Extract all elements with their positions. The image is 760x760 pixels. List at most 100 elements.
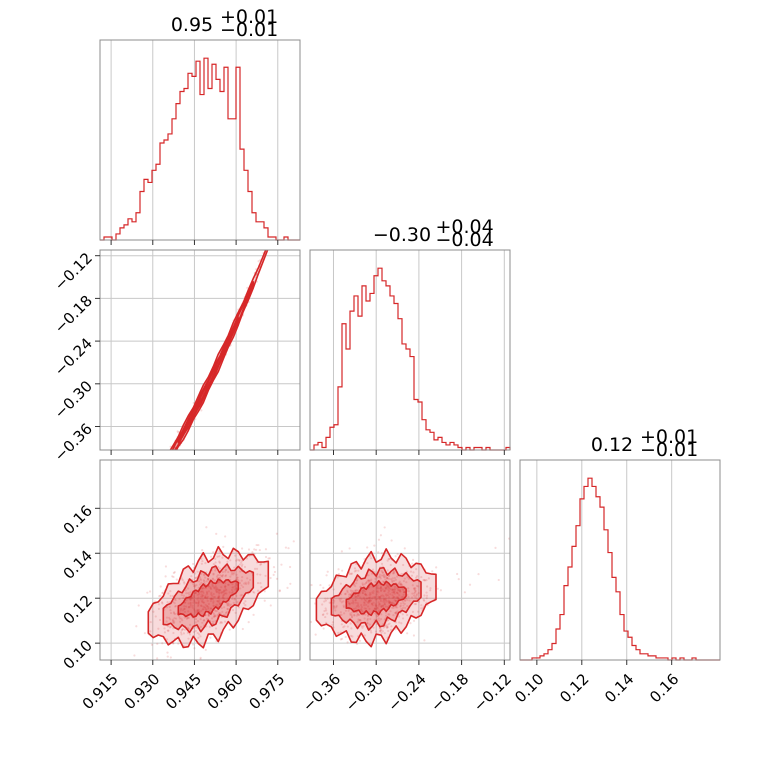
sample-point xyxy=(396,591,399,594)
sample-point xyxy=(202,601,206,604)
sample-point xyxy=(378,609,381,612)
sample-point xyxy=(180,617,183,620)
sample-point xyxy=(195,584,198,587)
sample-point xyxy=(364,593,367,596)
sample-point xyxy=(385,624,388,627)
sample-point xyxy=(429,589,432,592)
sample-point xyxy=(169,461,171,463)
sample-point xyxy=(242,585,245,589)
sample-point xyxy=(399,604,402,607)
sample-point xyxy=(216,613,219,617)
sample-point xyxy=(278,216,280,218)
x-tick-label: 0.930 xyxy=(120,670,163,713)
sample-point xyxy=(380,605,383,608)
sample-point xyxy=(211,598,215,601)
sample-point xyxy=(170,452,172,454)
sample-point xyxy=(386,569,389,572)
y-tick-label: 0.12 xyxy=(60,591,96,627)
sample-point xyxy=(383,590,386,593)
sample-point xyxy=(96,562,98,564)
sample-point xyxy=(386,577,389,580)
contour-level-1 xyxy=(169,250,269,450)
sample-point xyxy=(383,589,386,593)
sample-point xyxy=(187,592,190,595)
sample-point xyxy=(223,620,227,623)
sample-point xyxy=(331,623,334,626)
sample-point xyxy=(363,617,366,620)
sample-point xyxy=(166,655,169,658)
sample-point xyxy=(387,577,391,581)
sample-point xyxy=(374,595,377,599)
sample-point xyxy=(269,604,272,607)
sample-point xyxy=(405,581,408,584)
sample-point xyxy=(222,594,225,597)
sample-point xyxy=(415,593,419,596)
sample-point xyxy=(389,600,392,603)
sample-point xyxy=(148,590,152,593)
sample-point xyxy=(199,625,203,629)
sample-point xyxy=(244,600,247,603)
sample-point xyxy=(363,634,366,637)
sample-point xyxy=(185,617,189,620)
sample-point xyxy=(360,625,363,628)
sample-point xyxy=(201,598,205,601)
sample-point xyxy=(221,610,224,613)
sample-point xyxy=(387,596,391,599)
sample-point xyxy=(346,600,350,603)
sample-point xyxy=(275,231,277,233)
sample-point xyxy=(425,591,428,594)
sample-point xyxy=(137,604,140,607)
sample-point xyxy=(409,570,413,573)
sample-point xyxy=(96,653,98,655)
sample-point xyxy=(227,570,230,574)
sample-point xyxy=(194,618,197,621)
sample-point xyxy=(382,595,385,598)
x-ticks: 0.10 0.12 0.14 0.16 xyxy=(511,660,682,706)
sample-point xyxy=(224,611,228,615)
sample-point xyxy=(378,619,381,622)
sample-point xyxy=(214,614,217,617)
x-ticks: −0.36−0.30−0.24−0.18−0.12 xyxy=(299,660,515,715)
sample-point xyxy=(333,605,336,609)
sample-point xyxy=(350,611,354,614)
sample-point xyxy=(226,607,229,610)
sample-point xyxy=(409,622,412,625)
sample-point xyxy=(243,565,247,569)
sample-point xyxy=(400,583,403,586)
sample-point xyxy=(200,409,203,412)
sample-point xyxy=(172,454,174,456)
sample-point xyxy=(381,630,384,633)
sample-point xyxy=(284,546,288,549)
sample-point xyxy=(387,585,390,588)
sample-point xyxy=(231,597,234,601)
sample-point xyxy=(228,591,231,594)
sample-point xyxy=(155,478,157,480)
sample-point xyxy=(264,548,268,551)
sample-point xyxy=(207,577,210,580)
sample-point xyxy=(349,572,353,575)
grid-lines xyxy=(110,40,279,240)
sample-point xyxy=(193,647,196,650)
sample-point xyxy=(346,591,349,594)
sample-point xyxy=(169,664,171,666)
sample-point xyxy=(402,589,405,592)
x-tick-label: 0.10 xyxy=(511,670,547,706)
contour-level-3 xyxy=(177,578,240,618)
sample-point xyxy=(205,596,208,599)
sample-point xyxy=(403,577,406,580)
sample-point xyxy=(414,603,418,606)
sample-point xyxy=(339,638,343,641)
sample-point xyxy=(363,604,366,607)
sample-point xyxy=(393,588,396,591)
sample-point xyxy=(369,596,372,599)
sample-point xyxy=(383,526,386,529)
sample-point xyxy=(411,562,414,565)
sample-point xyxy=(238,563,241,566)
sample-point xyxy=(360,598,363,601)
sample-point xyxy=(389,587,392,591)
sample-point xyxy=(324,607,327,610)
sample-point xyxy=(226,583,230,586)
sample-point xyxy=(263,599,266,602)
sample-point xyxy=(344,609,347,612)
sample-point xyxy=(224,575,227,578)
